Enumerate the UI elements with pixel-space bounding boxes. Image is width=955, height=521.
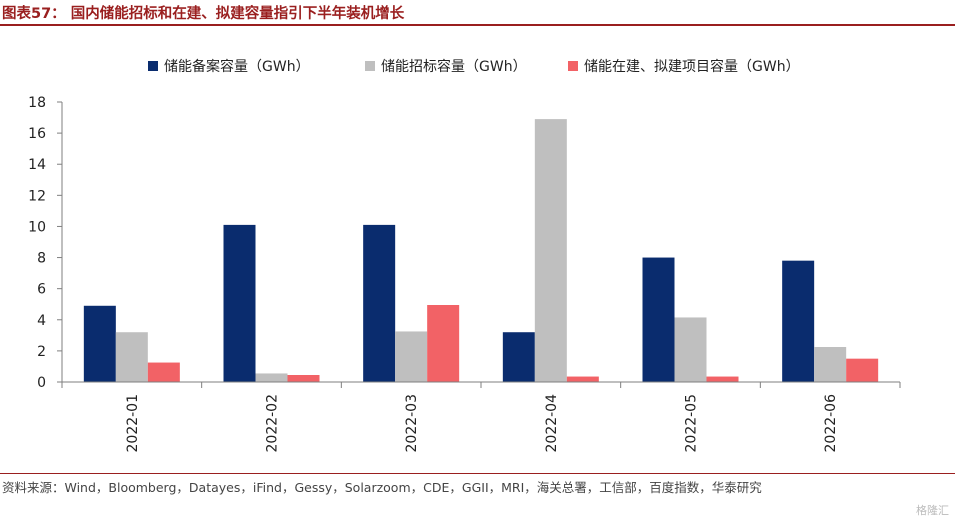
bar-3-2022-05 — [706, 376, 739, 382]
title-divider — [0, 24, 955, 26]
y-tick-label: 8 — [37, 251, 46, 267]
bar-3-2022-01 — [147, 362, 180, 382]
bar-3-2022-03 — [427, 305, 460, 382]
source-note: 资料来源：Wind，Bloomberg，Datayes，iFind，Gessy，… — [2, 480, 762, 495]
legend-label-3: 储能在建、拟建项目容量（GWh） — [584, 58, 800, 75]
legend-label-2: 储能招标容量（GWh） — [381, 58, 527, 75]
bar-2-2022-04 — [534, 119, 567, 382]
y-tick-label: 12 — [28, 188, 46, 204]
bar-1-2022-06 — [782, 260, 815, 382]
y-tick-label: 18 — [28, 95, 46, 111]
y-tick-label: 16 — [28, 126, 46, 142]
x-tick-label: 2022-02 — [265, 394, 281, 453]
chart-title: 图表57： 国内储能招标和在建、拟建容量指引下半年装机增长 — [2, 6, 405, 22]
legend: 储能备案容量（GWh） 储能招标容量（GWh） 储能在建、拟建项目容量（GWh） — [148, 58, 800, 75]
x-tick-label: 2022-05 — [684, 394, 700, 453]
x-axis: 2022-01 2022-02 2022-03 2022-04 2022-05 2022-… — [61, 381, 901, 453]
bar-3-2022-06 — [846, 358, 879, 382]
bar-1-2022-03 — [363, 224, 396, 382]
source-divider — [0, 473, 955, 474]
x-tick-label: 2022-06 — [823, 394, 839, 453]
bar-1-2022-05 — [642, 257, 675, 382]
y-tick-label: 10 — [28, 219, 46, 235]
y-axis: 0 2 4 6 8 10 12 14 16 18 — [28, 95, 63, 391]
legend-swatch-1 — [148, 61, 158, 71]
bar-1-2022-04 — [502, 332, 535, 382]
bar-2-2022-03 — [395, 331, 428, 382]
legend-swatch-2 — [365, 61, 375, 71]
bar-2-2022-02 — [255, 373, 288, 382]
watermark: 格隆汇 — [916, 504, 949, 517]
y-tick-label: 2 — [37, 344, 46, 360]
bar-2-2022-06 — [814, 347, 847, 382]
bar-2-2022-01 — [115, 332, 148, 382]
x-tick-label: 2022-01 — [125, 394, 141, 453]
bar-chart: 储能备案容量（GWh） 储能招标容量（GWh） 储能在建、拟建项目容量（GWh） 0… — [28, 58, 901, 453]
y-tick-label: 0 — [37, 375, 46, 391]
bar-1-2022-01 — [83, 305, 116, 382]
bar-3-2022-02 — [287, 375, 320, 382]
y-tick-label: 14 — [28, 157, 46, 173]
bar-1-2022-02 — [223, 224, 256, 382]
x-tick-label: 2022-03 — [404, 394, 420, 453]
y-tick-label: 4 — [37, 313, 46, 329]
legend-label-1: 储能备案容量（GWh） — [164, 58, 310, 75]
bar-3-2022-04 — [566, 376, 599, 382]
legend-swatch-3 — [568, 61, 578, 71]
bars — [83, 119, 879, 382]
x-tick-label: 2022-04 — [544, 394, 560, 453]
y-tick-label: 6 — [37, 282, 46, 298]
bar-2-2022-05 — [674, 317, 707, 382]
